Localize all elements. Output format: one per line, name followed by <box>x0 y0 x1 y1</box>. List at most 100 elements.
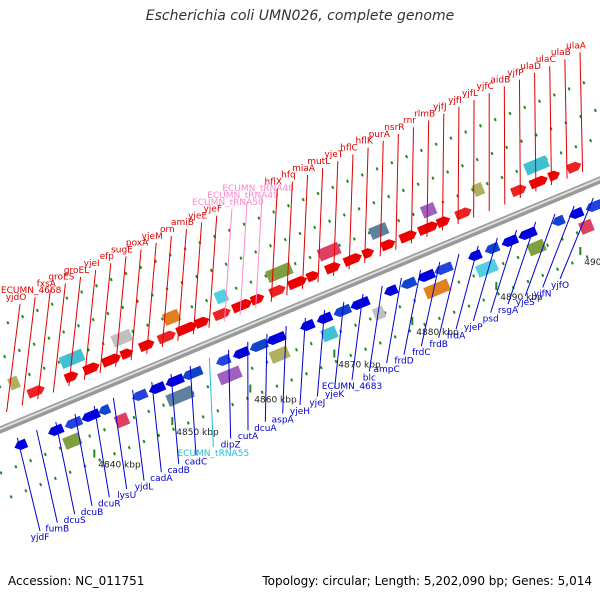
gene-arrow-shape <box>567 207 584 221</box>
label-leader-line <box>349 154 353 269</box>
forward-gene-arrow <box>231 297 254 313</box>
gene-arrow-shape <box>212 306 232 321</box>
gene-arrow-shape <box>64 369 80 383</box>
cog-category-block <box>523 155 550 175</box>
gene-label-reverse: yjfN <box>534 289 552 299</box>
forward-gene-arrow <box>287 274 309 290</box>
gene-label-forward: hflX <box>265 177 283 187</box>
reverse-gene-arrow <box>248 338 269 354</box>
gene-label-reverse: frdD <box>394 357 413 367</box>
label-leader-line <box>519 80 520 198</box>
gene-arrow-shape <box>26 383 46 398</box>
reverse-gene-arrow <box>147 381 166 396</box>
gene-arrow-shape <box>380 237 397 251</box>
forward-gene-arrow <box>324 260 342 274</box>
gene-arrow-shape <box>510 183 528 197</box>
gene-arrow-shape <box>147 381 166 396</box>
gene-arrow-shape <box>324 260 342 274</box>
label-leader-line <box>7 304 20 412</box>
gene-arrow-shape <box>398 228 418 243</box>
gene-arrow-shape <box>483 242 500 256</box>
label-leader-line <box>411 127 413 243</box>
gene-arrow-shape <box>194 315 211 329</box>
gene-label-forward: ulaA <box>566 41 587 51</box>
cog-category-block <box>420 202 438 218</box>
label-leader-line <box>334 161 338 276</box>
gene-arrow-shape <box>500 234 519 249</box>
gene-arrow-shape <box>382 284 398 298</box>
forward-gene-arrow <box>212 306 232 321</box>
cog-category-block <box>265 262 294 283</box>
label-leader-line <box>94 406 109 497</box>
forward-gene-arrow <box>417 219 440 235</box>
label-leader-line <box>38 290 51 399</box>
label-leader-line <box>113 398 126 489</box>
gene-arrow-shape <box>248 338 269 354</box>
label-leader-line <box>209 216 217 328</box>
gene-arrow-shape <box>454 206 473 221</box>
label-leader-line <box>287 182 293 296</box>
gene-arrow-shape <box>268 283 287 298</box>
gene-label-reverse: yjfO <box>551 281 569 291</box>
label-leader-line <box>565 59 567 178</box>
label-leader-line <box>271 188 277 301</box>
genome-map-canvas: 4840 kbp4850 kbp4860 kbp4870 kbp4880 kbp… <box>0 0 600 600</box>
gene-label-forward: yjfJ <box>433 103 447 113</box>
label-leader-line <box>300 318 305 405</box>
gene-arrow-shape <box>164 373 185 389</box>
forward-gene-arrow <box>566 160 583 174</box>
accession-label: Accession: NC_011751 <box>8 574 144 588</box>
ruler-label: 4900 kbp <box>584 258 600 268</box>
gene-label-forward: yjeI <box>84 259 100 269</box>
genome-map-view: Escherichia coli UMN026, complete genome… <box>0 0 600 600</box>
cog-category-block <box>368 222 389 240</box>
gene-arrow-shape <box>399 277 417 291</box>
gene-label-forward: ECUMN_tRNA48 <box>222 184 294 194</box>
forward-gene-arrow <box>380 237 397 251</box>
label-leader-line <box>152 382 162 472</box>
gene-label-forward: yjfI <box>448 96 462 106</box>
gene-arrow-shape <box>436 214 452 228</box>
reverse-gene-arrow <box>382 284 398 298</box>
forward-gene-arrow <box>343 251 364 267</box>
reverse-gene-arrow <box>500 234 519 249</box>
label-leader-line <box>53 284 65 393</box>
label-leader-line <box>535 73 536 192</box>
gene-arrow-shape <box>529 174 550 190</box>
forward-gene-arrow <box>64 369 80 383</box>
label-leader-line <box>147 243 156 354</box>
label-leader-line <box>17 438 40 531</box>
gene-label-forward: nsrR <box>384 123 404 133</box>
forward-gene-arrow <box>529 174 550 190</box>
gene-arrow-shape <box>157 329 178 345</box>
forward-gene-arrow <box>510 183 528 197</box>
reverse-gene-arrow <box>164 373 185 389</box>
gene-arrow-shape <box>361 246 376 259</box>
gene-label-reverse: psd <box>483 315 499 325</box>
cog-category-block <box>578 219 595 235</box>
reverse-gene-arrow <box>399 277 417 291</box>
label-leader-line <box>75 414 92 506</box>
label-leader-line <box>302 175 307 289</box>
gene-label-reverse: frdB <box>429 340 448 350</box>
cog-category-block <box>110 329 133 348</box>
label-leader-line <box>318 168 323 282</box>
gene-arrow-shape <box>63 416 83 431</box>
label-leader-line <box>365 148 368 263</box>
gene-label-reverse: yjeP <box>464 323 483 333</box>
gene-arrow-shape <box>566 160 583 174</box>
gene-label-reverse: yjeJ <box>309 399 325 409</box>
forward-gene-arrow <box>101 352 123 368</box>
reverse-gene-arrow <box>567 207 584 221</box>
gene-arrow-shape <box>101 352 123 368</box>
label-leader-line <box>427 120 429 237</box>
forward-gene-arrow <box>436 214 452 228</box>
label-leader-line <box>380 141 383 257</box>
cog-category-block <box>269 345 291 363</box>
label-leader-line <box>229 350 231 439</box>
label-leader-line <box>162 236 171 347</box>
label-leader-line <box>458 107 459 224</box>
label-leader-line <box>396 134 399 250</box>
gene-arrow-shape <box>46 424 64 438</box>
gene-arrow-shape <box>343 251 364 267</box>
